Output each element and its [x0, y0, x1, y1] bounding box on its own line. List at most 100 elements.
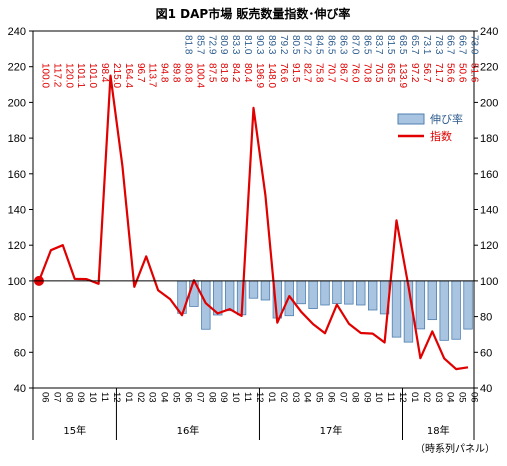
bar [463, 280, 473, 330]
y-tick-label-left: 100 [8, 276, 26, 288]
x-tick-label: 07 [51, 392, 62, 403]
x-tick-label: 10 [230, 392, 241, 403]
x-tick-label: 05 [314, 392, 325, 403]
x-tick-label: 11 [385, 392, 396, 402]
y-tick-label-right: 40 [480, 383, 492, 395]
bar [320, 280, 330, 306]
x-tick-label: 04 [445, 392, 456, 403]
y-tick-label-left: 200 [8, 97, 26, 109]
x-tick-label: 07 [194, 392, 205, 403]
y-tick-label-left: 240 [8, 26, 26, 38]
x-tick-label: 01 [123, 392, 134, 403]
x-tick-label: 03 [290, 392, 301, 403]
x-tick-label: 08 [63, 392, 74, 403]
x-tick-label: 03 [433, 392, 444, 403]
index-label: 89.8 [171, 63, 182, 83]
bar [415, 280, 426, 330]
y-tick-label-right: 180 [480, 133, 498, 145]
bar [356, 280, 366, 306]
bar [451, 280, 461, 340]
rate-label: 81.5 [385, 35, 396, 55]
rate-label: 85.7 [194, 35, 205, 55]
index-label: 215.0 [111, 63, 122, 88]
x-tick-label: 06 [326, 392, 337, 403]
index-label: 101.1 [75, 63, 86, 88]
index-label: 133.9 [397, 63, 408, 88]
y-tick-label-left: 180 [8, 133, 26, 145]
year-label: 17年 [320, 424, 343, 437]
bar [427, 280, 437, 321]
index-label: 117.2 [51, 63, 62, 88]
index-label: 86.7 [337, 63, 348, 83]
bar [344, 280, 354, 305]
x-tick-label: 07 [337, 392, 348, 403]
index-label: 97.2 [409, 63, 420, 83]
y-tick-label-right: 100 [480, 276, 498, 288]
x-axis: 06 07 08 09 10 11 12 01 02 03 04 05 06 07 08 09 10 11 12 01… [32, 388, 480, 440]
index-line [37, 74, 469, 371]
y-tick-label-right: 240 [480, 26, 498, 38]
bar [296, 280, 306, 305]
index-label: 51.6 [469, 63, 480, 83]
index-label: 113.7 [147, 63, 158, 88]
index-label: 100.0 [39, 63, 50, 88]
y-tick-label-right: 220 [480, 62, 498, 74]
year-label: 16年 [177, 424, 200, 437]
index-label: 75.8 [314, 63, 325, 83]
x-tick-label: 06 [39, 392, 50, 403]
y-tick-label-left: 160 [8, 169, 26, 181]
rate-label: 68.5 [397, 35, 408, 55]
x-tick-label: 11 [99, 392, 110, 402]
y-tick-label-left: 140 [8, 205, 26, 217]
y-tick-label-right: 120 [480, 240, 498, 252]
x-tick-label: 02 [278, 392, 289, 403]
x-tick-label: 10 [373, 392, 384, 403]
x-tick-label: 02 [135, 392, 146, 403]
index-label: 71.7 [433, 63, 444, 83]
y-tick-label-left: 60 [14, 347, 26, 359]
rate-label: 87.0 [349, 35, 360, 55]
x-tick-label: 08 [206, 392, 217, 403]
legend-bar-label: 伸び率 [430, 112, 463, 126]
rate-label: 81.0 [242, 35, 253, 55]
rate-label: 80.5 [290, 35, 301, 55]
index-label: 56.6 [445, 63, 456, 83]
rate-label: 89.3 [266, 35, 277, 55]
rate-label: 78.3 [433, 35, 444, 55]
index-label: 76.0 [349, 63, 360, 83]
x-tick-label: 11 [242, 392, 253, 402]
x-tick-label: 03 [147, 392, 158, 403]
y-tick-label-left: 40 [14, 383, 26, 395]
rate-label: 80.9 [218, 35, 229, 55]
index-label: 65.5 [385, 63, 396, 83]
index-label: 50.6 [457, 63, 468, 83]
x-tick-label: 01 [266, 392, 277, 403]
legend: 伸び率 指数 [397, 112, 463, 143]
x-tick-label: 09 [218, 392, 229, 403]
y-tick-label-right: 140 [480, 205, 498, 217]
bar [308, 280, 318, 309]
bar [391, 280, 402, 338]
index-label: 101.0 [87, 63, 98, 88]
index-label: 80.8 [182, 63, 193, 83]
x-tick-label: 09 [75, 392, 86, 403]
y-tick-label-left: 120 [8, 240, 26, 252]
legend-bar-swatch [397, 113, 425, 125]
index-label: 82.7 [302, 63, 313, 83]
bar [439, 280, 449, 341]
rate-label: 73.1 [421, 35, 432, 55]
index-label: 70.8 [361, 63, 372, 83]
index-label: 96.7 [135, 63, 146, 83]
index-label: 196.9 [254, 63, 265, 88]
index-label: 70.5 [373, 63, 384, 83]
index-label: 87.5 [206, 63, 217, 83]
y-tick-label-right: 80 [480, 312, 492, 324]
rate-label: 86.3 [337, 35, 348, 55]
data-labels: 81.8 85.7 72.9 80.9 83.3 81.0 90.3 89.3 79.2 80.5… [39, 35, 479, 88]
rate-label: 86.5 [326, 35, 337, 55]
x-tick-label: 04 [302, 392, 313, 403]
x-tick-label: 02 [421, 392, 432, 403]
index-label: 98.4 [99, 63, 110, 83]
rate-label: 86.5 [361, 35, 372, 55]
